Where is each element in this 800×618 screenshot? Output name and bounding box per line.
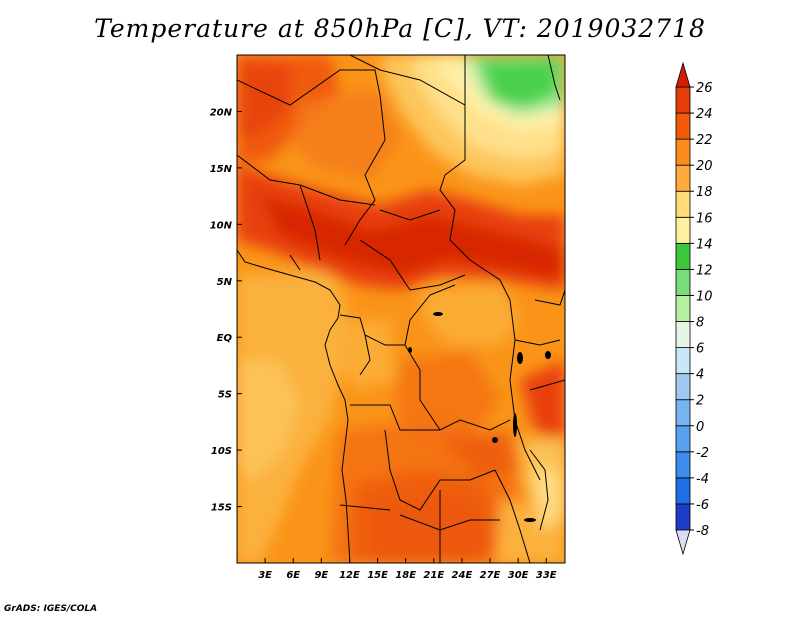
colorbar-segment: [675, 425, 691, 453]
lat-label-15S: 15S: [211, 503, 232, 514]
colorbar-label: 2: [696, 394, 704, 409]
colorbar-segment: [675, 86, 691, 114]
colorbar-segment: [675, 295, 691, 322]
colorbar-label: -8: [696, 524, 709, 539]
lon-label-15E: 15E: [367, 570, 388, 581]
colorbar-label: 4: [696, 368, 704, 383]
colorbar-segment: [675, 321, 691, 348]
colorbar-segment: [675, 477, 691, 505]
colorbar-segment: [675, 269, 691, 296]
lon-label-30E: 30E: [508, 570, 529, 581]
lon-label-33E: 33E: [536, 570, 557, 581]
colorbar-segment: [675, 190, 691, 218]
lat-label-10S: 10S: [211, 446, 232, 457]
lat-label-15N: 15N: [210, 164, 233, 175]
colorbar-label: -2: [696, 446, 709, 461]
lat-label-10N: 10N: [210, 220, 233, 231]
colorbar-segment: [675, 373, 691, 401]
colorbar-label: 20: [696, 159, 713, 174]
colorbar-label: 18: [696, 185, 713, 200]
lon-label-18E: 18E: [395, 570, 416, 581]
lakes: [408, 312, 551, 522]
lon-label-3E: 3E: [258, 570, 272, 581]
country-borders: [237, 55, 565, 563]
lat-label-20N: 20N: [210, 107, 233, 118]
grads-credit: GrADS: IGES/COLA: [4, 604, 98, 614]
lon-label-6E: 6E: [286, 570, 300, 581]
colorbar-segment: [675, 216, 691, 244]
lon-label-24E: 24E: [452, 570, 473, 581]
lon-label-9E: 9E: [314, 570, 328, 581]
colorbar-segment: [675, 242, 691, 270]
lat-label-5S: 5S: [218, 390, 232, 401]
colorbar-label: 26: [696, 81, 713, 96]
longitude-axis: 3E 6E 9E 12E 15E 18E 21E 24E 27E 30E 33E: [258, 558, 557, 581]
colorbar-label: -6: [696, 498, 709, 513]
colorbar-label: 16: [696, 211, 713, 226]
colorbar-high-arrow: [675, 61, 691, 88]
map-frame: [236, 54, 566, 564]
colorbar-segment: [675, 347, 691, 375]
colorbar-segment: [675, 399, 691, 427]
latitude-axis: 20N 15N 10N 5N EQ 5S 10S 15S: [210, 107, 242, 514]
colorbar-label: 0: [696, 420, 704, 435]
colorbar-segment: [675, 138, 691, 166]
colorbar-label: 8: [696, 316, 704, 331]
temperature-field: [237, 55, 565, 563]
colorbar-label: 14: [696, 237, 713, 252]
colorbar-label: 6: [696, 342, 704, 357]
lon-label-27E: 27E: [480, 570, 501, 581]
colorbar-segment: [675, 503, 691, 531]
lon-label-21E: 21E: [423, 570, 444, 581]
colorbar-low-arrow: [675, 529, 691, 556]
colorbar-segment: [675, 112, 691, 140]
map-title: Temperature at 850hPa [C], VT: 201903271…: [94, 14, 706, 43]
colorbar-label: -4: [696, 472, 709, 487]
lat-label-5N: 5N: [217, 277, 233, 288]
colorbar-segment: [675, 164, 691, 192]
colorbar-label: 10: [696, 289, 713, 304]
colorbar-label: 22: [696, 133, 713, 148]
lon-label-12E: 12E: [339, 570, 360, 581]
colorbar-label: 12: [696, 263, 713, 278]
colorbar-label: 24: [696, 107, 713, 122]
lat-label-EQ: EQ: [217, 333, 233, 344]
colorbar-segment: [675, 451, 691, 479]
